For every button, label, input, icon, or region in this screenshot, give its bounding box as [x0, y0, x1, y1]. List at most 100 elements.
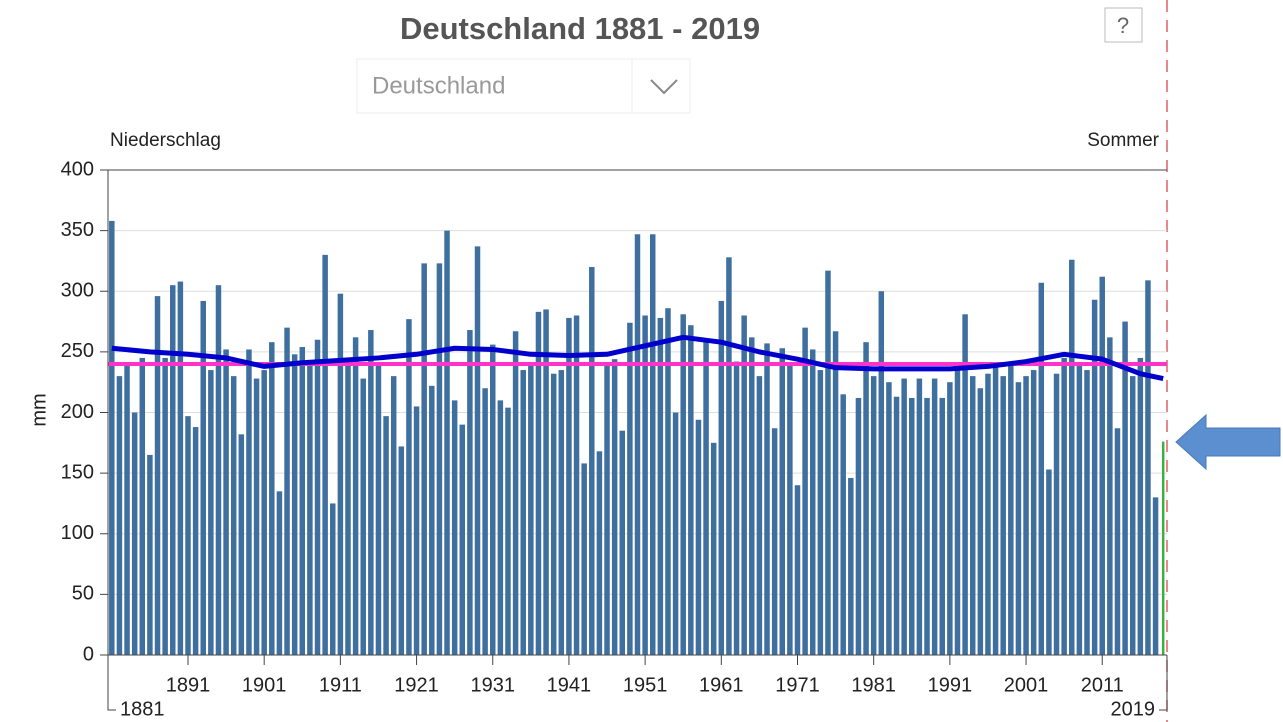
- dropdown[interactable]: [356, 58, 691, 114]
- bar: [1030, 370, 1037, 655]
- y-tick-label: 350: [61, 219, 94, 241]
- bar: [1046, 469, 1052, 655]
- bar: [1137, 357, 1144, 655]
- bar: [246, 349, 252, 655]
- bar: [901, 378, 907, 655]
- x-tick-label: 1891: [166, 674, 211, 696]
- y-tick-label: 150: [61, 461, 94, 483]
- bar: [505, 407, 511, 655]
- bar: [969, 376, 976, 655]
- chart-title: Deutschland 1881 - 2019: [400, 11, 760, 46]
- bar: [154, 296, 161, 655]
- bar: [809, 349, 816, 655]
- bar: [109, 220, 115, 656]
- arrow: [1175, 413, 1281, 471]
- help-button[interactable]: [1104, 7, 1143, 43]
- bar: [642, 315, 648, 655]
- bar: [627, 322, 633, 655]
- bar: [139, 357, 146, 655]
- x-tick-label: 1981: [851, 674, 896, 696]
- bar: [200, 300, 206, 655]
- bar: [1084, 370, 1090, 655]
- bar: [825, 270, 831, 655]
- bar: [779, 348, 785, 655]
- bar: [916, 378, 923, 655]
- bar: [909, 397, 915, 655]
- bar: [223, 349, 229, 655]
- bar: [550, 373, 557, 655]
- bar: [345, 364, 351, 655]
- bar: [634, 234, 641, 655]
- bar: [512, 331, 519, 655]
- x-tick-label: 2011: [1081, 674, 1124, 696]
- bar: [429, 385, 435, 655]
- x-tick-label: 1921: [394, 674, 439, 696]
- bar: [520, 370, 526, 655]
- range-bracket-start: [107, 655, 116, 711]
- x-tick-label: 1971: [775, 674, 820, 696]
- bar: [817, 370, 824, 655]
- bar: [962, 314, 968, 655]
- bar: [177, 281, 184, 655]
- bar: [924, 397, 930, 655]
- y-tick-label: 0: [83, 643, 94, 665]
- bar: [368, 330, 374, 655]
- bar: [1161, 441, 1165, 655]
- bar: [1069, 259, 1075, 655]
- x-tick-label: 1951: [623, 674, 668, 696]
- range-bracket-end: [1159, 655, 1168, 711]
- bar: [726, 257, 732, 655]
- dropdown-chevron: [650, 79, 678, 95]
- bar: [162, 357, 168, 655]
- bar: [1122, 321, 1128, 655]
- bar: [543, 309, 549, 655]
- bar: [474, 246, 481, 655]
- x-tick-label: 1931: [470, 674, 515, 696]
- bar: [1091, 299, 1098, 655]
- bar: [581, 463, 587, 655]
- bar: [604, 364, 610, 655]
- left-label: Niederschlag: [110, 130, 221, 151]
- bar: [1129, 376, 1136, 655]
- range-label-end: 2019: [1111, 698, 1156, 720]
- x-tick-label: 1991: [928, 674, 973, 696]
- bar: [985, 373, 991, 655]
- bar: [749, 337, 755, 655]
- right-label: Sommer: [1087, 130, 1159, 151]
- bar: [1061, 357, 1067, 655]
- bar: [208, 370, 214, 655]
- bar: [528, 364, 534, 655]
- bar: [253, 378, 260, 655]
- bar: [848, 477, 854, 655]
- bar: [596, 451, 603, 655]
- bar: [878, 291, 885, 655]
- bar: [657, 317, 664, 655]
- bar: [185, 416, 191, 655]
- bar: [291, 354, 298, 655]
- dropdown-text: Deutschland: [372, 72, 505, 99]
- bar: [314, 339, 321, 655]
- bar: [794, 485, 801, 655]
- bar: [802, 327, 808, 655]
- bar: [710, 442, 717, 655]
- bar: [1152, 497, 1159, 655]
- bar: [1107, 337, 1113, 655]
- bar: [170, 285, 176, 655]
- bar: [741, 315, 747, 655]
- bar: [649, 234, 656, 655]
- bar: [886, 382, 892, 655]
- y-tick-label: 200: [61, 401, 94, 423]
- bar: [1145, 280, 1151, 655]
- bar: [284, 327, 290, 655]
- bar: [1053, 373, 1060, 655]
- range-label-start: 1881: [120, 698, 165, 720]
- x-tick-label: 1961: [699, 674, 744, 696]
- bar: [398, 446, 405, 655]
- y-axis-label: mm: [28, 393, 50, 426]
- bar: [1015, 382, 1022, 655]
- bar: [497, 400, 504, 655]
- y-tick-label: 400: [61, 158, 94, 180]
- bar: [131, 412, 138, 655]
- bar: [680, 314, 686, 655]
